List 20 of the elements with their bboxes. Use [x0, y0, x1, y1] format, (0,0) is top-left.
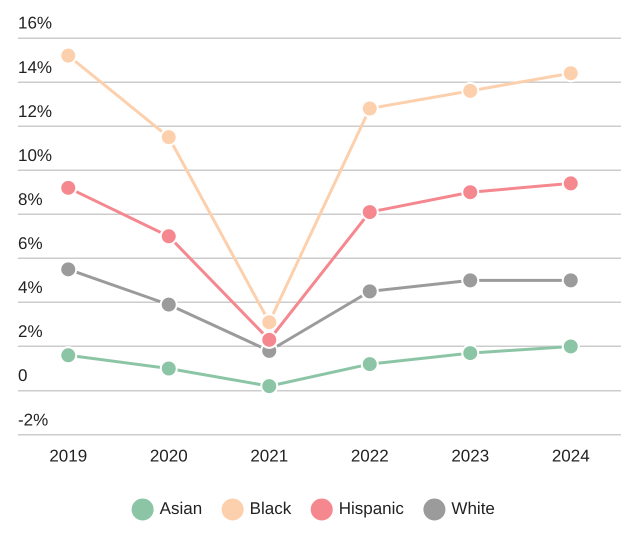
legend-label: White [451, 499, 495, 518]
x-tick-label: 2024 [552, 446, 590, 466]
x-tick-label: 2023 [451, 446, 490, 466]
y-tick-label: 8% [18, 190, 43, 209]
x-tick-label: 2019 [49, 446, 88, 466]
y-tick-label: 14% [18, 58, 52, 77]
x-tick-label: 2022 [350, 446, 389, 466]
x-tick-label: 2021 [250, 446, 288, 466]
x-tick-label: 2020 [150, 446, 188, 466]
y-tick-label: 6% [18, 234, 43, 254]
y-tick-label: 0 [18, 366, 28, 386]
y-tick-label: 2% [18, 322, 43, 342]
y-tick-label: 12% [18, 102, 52, 121]
y-tick-label: 16% [18, 14, 52, 33]
legend-label: Asian [160, 499, 202, 518]
y-tick-label: -2% [18, 410, 48, 430]
legend-label: Black [250, 499, 292, 518]
y-tick-label: 10% [18, 146, 52, 165]
y-tick-label: 4% [18, 278, 43, 298]
legend-label: Hispanic [338, 499, 404, 518]
